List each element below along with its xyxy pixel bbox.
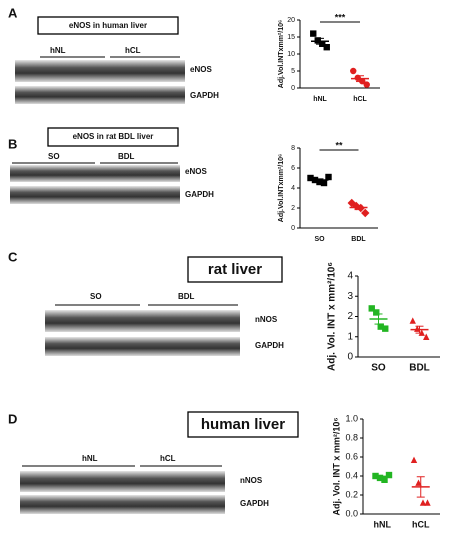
x-tick-label: BDL (409, 363, 430, 374)
band-label: nNOS (255, 315, 278, 324)
blot-title: eNOS in human liver (69, 21, 147, 30)
panel-letter: A (8, 5, 18, 20)
y-tick-label: 15 (287, 34, 295, 41)
data-point (373, 309, 380, 316)
x-tick-label: BDL (351, 236, 366, 243)
data-point (352, 201, 361, 211)
y-tick-label: 3 (347, 291, 353, 302)
blot-title: human liver (201, 416, 285, 433)
title-box (187, 256, 283, 283)
y-tick-label: 0.2 (345, 489, 358, 499)
y-tick-label: 0 (291, 225, 295, 232)
y-tick-label: 4 (347, 271, 353, 282)
lane-label: hCL (160, 454, 176, 463)
y-axis-label: Adj. Vol. INT x mm²/10⁶ (331, 418, 341, 516)
y-tick-label: 0 (347, 352, 353, 363)
y-tick-label: 1 (347, 331, 353, 342)
y-tick-label: 0 (291, 85, 295, 92)
lane-label: SO (48, 152, 60, 161)
y-tick-label: 0.8 (345, 432, 358, 442)
band-label: GAPDH (185, 190, 214, 199)
x-tick-label: SO (314, 236, 325, 243)
title-box (187, 411, 299, 438)
lane-label: BDL (178, 292, 195, 301)
data-point (320, 179, 328, 187)
data-point (382, 325, 389, 332)
x-tick-label: hCL (412, 519, 430, 529)
data-point (418, 329, 425, 336)
band-label: eNOS (185, 167, 207, 176)
y-axis-label: Adj. Vol. INT x mm²/10⁶ (327, 262, 338, 371)
y-axis-label: Adj.Vol.INTxmm²/10⁶ (278, 20, 285, 88)
data-point (409, 317, 416, 324)
panel-letter: C (8, 249, 18, 264)
y-tick-label: 5 (291, 68, 295, 75)
y-tick-label: 4 (291, 185, 295, 192)
title-box (37, 16, 179, 35)
band-label: GAPDH (190, 91, 219, 100)
data-point (423, 333, 430, 340)
blot-title: eNOS in rat BDL liver (73, 132, 154, 141)
x-tick-label: hCL (353, 96, 367, 103)
band-label: GAPDH (240, 499, 269, 508)
significance-label: ** (335, 140, 343, 150)
y-tick-label: 1.0 (345, 413, 358, 423)
lane-label: BDL (118, 152, 135, 161)
data-point (325, 173, 332, 181)
data-point (410, 456, 418, 464)
blot (10, 186, 180, 204)
blot-title: rat liver (208, 261, 262, 278)
data-point (415, 479, 422, 486)
panel-letter: B (8, 136, 17, 151)
blot (20, 471, 225, 492)
blot (45, 337, 240, 356)
y-tick-label: 0.4 (345, 470, 358, 480)
data-point (323, 44, 330, 51)
blot (20, 495, 225, 514)
x-tick-label: hNL (374, 519, 392, 529)
y-axis-label: Adj.Vol.INTxmm²/10⁶ (278, 154, 285, 222)
data-point (419, 499, 427, 506)
band-label: eNOS (190, 65, 212, 74)
y-tick-label: 2 (347, 311, 353, 322)
y-tick-label: 20 (287, 17, 295, 24)
blot (45, 310, 240, 332)
y-tick-label: 0.0 (345, 508, 358, 518)
y-tick-label: 2 (291, 205, 295, 212)
data-point (350, 67, 357, 75)
data-point (354, 74, 361, 82)
panel-letter: D (8, 411, 17, 426)
y-tick-label: 6 (291, 165, 295, 172)
x-tick-label: hNL (313, 96, 327, 103)
lane-label: hNL (82, 454, 98, 463)
title-box (47, 127, 179, 147)
data-point (347, 198, 356, 208)
y-tick-label: 10 (287, 51, 295, 58)
data-point (424, 499, 431, 506)
significance-label: *** (335, 12, 346, 22)
y-tick-label: 0.6 (345, 451, 358, 461)
blot (15, 86, 185, 104)
data-point (385, 471, 393, 479)
band-label: nNOS (240, 476, 263, 485)
data-point (414, 325, 421, 332)
lane-label: SO (90, 292, 102, 301)
data-point (310, 30, 317, 37)
data-point (363, 81, 370, 88)
lane-label: hNL (50, 46, 66, 55)
data-point (361, 208, 370, 218)
blot (10, 165, 180, 182)
y-tick-label: 8 (291, 145, 295, 152)
data-point (359, 78, 366, 85)
x-tick-label: SO (371, 363, 386, 374)
blot (15, 60, 185, 82)
lane-label: hCL (125, 46, 141, 55)
data-point (356, 203, 365, 213)
band-label: GAPDH (255, 341, 284, 350)
